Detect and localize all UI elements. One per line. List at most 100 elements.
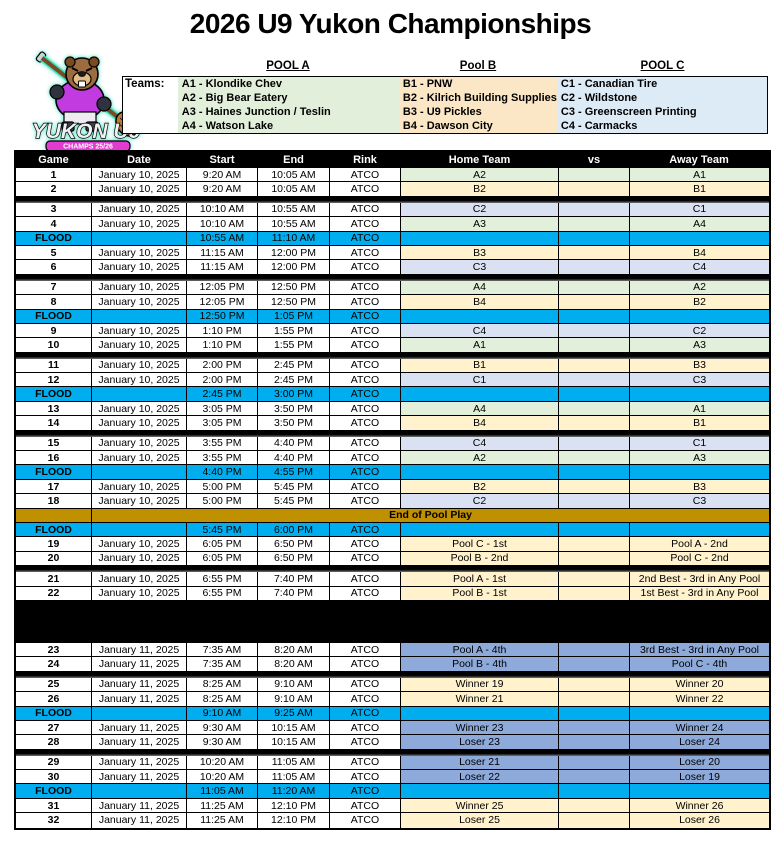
vs-cell <box>559 465 630 479</box>
away-team-cell: A4 <box>630 217 769 231</box>
date-cell <box>92 231 187 245</box>
date-cell: January 10, 2025 <box>92 451 187 465</box>
away-team-cell: B1 <box>630 416 769 430</box>
away-team-cell: 2nd Best - 3rd in Any Pool <box>630 572 769 586</box>
team-entry: C1 - Canadian Tire <box>560 78 658 90</box>
logo-wordmark: YUKON U9 CHAMPS 25/26 <box>31 119 141 152</box>
rink-cell: ATCO <box>330 642 401 657</box>
vs-cell <box>559 373 630 387</box>
vs-cell <box>559 231 630 245</box>
game-row: 23 January 11, 2025 7:35 AM 8:20 AM ATCO Pool… <box>16 642 769 658</box>
start-time-cell: 9:20 AM <box>187 182 258 196</box>
game-row: 28 January 11, 2025 9:30 AM 10:15 AM ATCO Los… <box>16 735 769 750</box>
vs-cell <box>559 338 630 352</box>
vs-cell <box>559 642 630 657</box>
date-cell: January 11, 2025 <box>92 720 187 735</box>
separator-row <box>16 430 769 437</box>
away-team-cell: A2 <box>630 280 769 295</box>
date-cell: January 10, 2025 <box>92 202 187 217</box>
team-entry: A3 - Haines Junction / Teslin <box>181 106 331 118</box>
end-time-cell: 12:00 PM <box>258 245 330 260</box>
start-time-cell: 12:50 PM <box>187 309 258 323</box>
start-time-cell: 5:00 PM <box>187 494 258 508</box>
away-team-cell: Winner 20 <box>630 677 769 692</box>
rink-cell: ATCO <box>330 280 401 295</box>
game-row: 14 January 10, 2025 3:05 PM 3:50 PM ATCO B4 B1 <box>16 416 769 431</box>
end-time-cell: 9:10 AM <box>258 692 330 706</box>
start-time-cell: 7:35 AM <box>187 657 258 671</box>
date-cell: January 10, 2025 <box>92 537 187 551</box>
game-number-cell: 24 <box>16 657 92 671</box>
game-row: 10 January 10, 2025 1:10 PM 1:55 PM ATCO A1 A3 <box>16 338 769 353</box>
start-time-cell: 10:20 AM <box>187 755 258 770</box>
vs-cell <box>559 202 630 217</box>
vs-cell <box>559 522 630 537</box>
home-team-cell: C3 <box>401 260 559 274</box>
vs-cell <box>559 295 630 309</box>
date-cell <box>92 784 187 798</box>
rink-cell: ATCO <box>330 537 401 551</box>
start-time-cell: 12:05 PM <box>187 280 258 295</box>
date-cell: January 10, 2025 <box>92 217 187 231</box>
vs-cell <box>559 217 630 231</box>
rink-cell: ATCO <box>330 373 401 387</box>
end-time-cell: 10:05 AM <box>258 182 330 196</box>
separator-row <box>16 566 769 573</box>
end-time-cell: 11:05 AM <box>258 770 330 784</box>
away-team-cell <box>630 465 769 479</box>
game-row: 7 January 10, 2025 12:05 PM 12:50 PM ATCO A4 A… <box>16 280 769 296</box>
date-cell: January 11, 2025 <box>92 770 187 784</box>
home-team-cell: B2 <box>401 182 559 196</box>
team-entry: C2 - Wildstone <box>560 92 638 104</box>
end-time-cell: 2:45 PM <box>258 373 330 387</box>
date-cell: January 10, 2025 <box>92 338 187 352</box>
game-number-cell: 8 <box>16 295 92 309</box>
vs-cell <box>559 323 630 338</box>
game-number-cell: 7 <box>16 280 92 295</box>
vs-cell <box>559 586 630 600</box>
game-number-cell: 19 <box>16 537 92 551</box>
home-team-cell <box>401 784 559 798</box>
end-time-cell: 1:55 PM <box>258 338 330 352</box>
away-team-cell: A1 <box>630 168 769 182</box>
start-time-cell: 11:25 AM <box>187 798 258 813</box>
away-team-cell: 1st Best - 3rd in Any Pool <box>630 586 769 600</box>
game-row: 22 January 10, 2025 6:55 PM 7:40 PM ATCO Pool… <box>16 586 769 601</box>
pool-header-3: POOL C <box>640 60 685 72</box>
game-number-cell: 2 <box>16 182 92 196</box>
date-cell: January 11, 2025 <box>92 755 187 770</box>
vs-cell <box>559 798 630 813</box>
date-cell: January 10, 2025 <box>92 494 187 508</box>
date-cell: January 10, 2025 <box>92 373 187 387</box>
end-time-cell: 4:40 PM <box>258 436 330 451</box>
start-time-cell: 7:35 AM <box>187 642 258 657</box>
home-team-cell: Loser 22 <box>401 770 559 784</box>
rink-cell: ATCO <box>330 479 401 494</box>
start-time-cell: 10:10 AM <box>187 202 258 217</box>
schedule-header-row: Game Date Start End Rink Home Team vs Away Team <box>16 152 769 168</box>
away-team-cell: B3 <box>630 479 769 494</box>
home-team-cell: Winner 25 <box>401 798 559 813</box>
page-title: 2026 U9 Yukon Championships <box>189 8 592 39</box>
rink-cell: ATCO <box>330 494 401 508</box>
header-date: Date <box>92 152 187 167</box>
game-number-cell: 32 <box>16 813 92 828</box>
date-cell: January 10, 2025 <box>92 551 187 566</box>
away-team-cell: B2 <box>630 295 769 309</box>
separator-row <box>16 196 769 203</box>
rink-cell: ATCO <box>330 416 401 430</box>
end-time-cell: 4:55 PM <box>258 465 330 479</box>
rink-cell: ATCO <box>330 451 401 465</box>
pool-header-1: POOL A <box>266 60 310 72</box>
rink-cell: ATCO <box>330 735 401 749</box>
home-team-cell: A2 <box>401 168 559 182</box>
rink-cell: ATCO <box>330 755 401 770</box>
start-time-cell: 9:20 AM <box>187 168 258 182</box>
home-team-cell: Loser 23 <box>401 735 559 749</box>
start-time-cell: 8:25 AM <box>187 692 258 706</box>
date-cell: January 10, 2025 <box>92 479 187 494</box>
header-start: Start <box>187 152 258 167</box>
away-team-cell: A3 <box>630 338 769 352</box>
home-team-cell: B1 <box>401 358 559 373</box>
date-cell: January 10, 2025 <box>92 572 187 586</box>
